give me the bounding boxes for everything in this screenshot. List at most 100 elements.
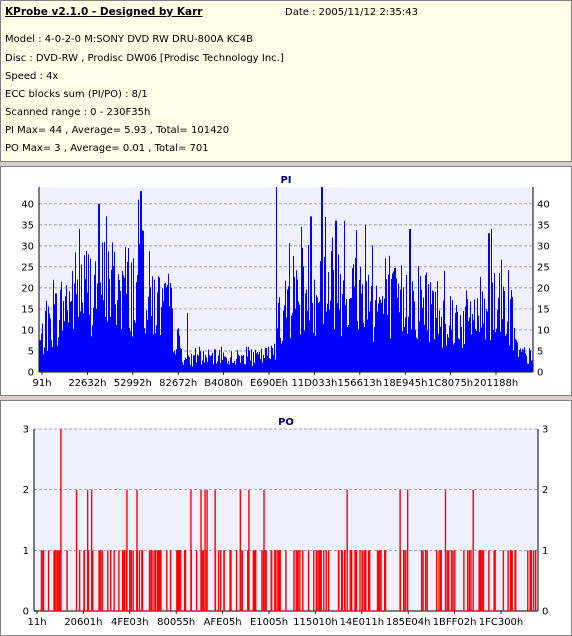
pi-bar bbox=[277, 328, 278, 372]
po-bar bbox=[229, 550, 231, 611]
pi-bar bbox=[278, 302, 279, 372]
po-bar bbox=[136, 489, 138, 611]
x-tick-label: 4FE03h bbox=[111, 617, 149, 628]
po-bar bbox=[511, 550, 513, 611]
pi-bar bbox=[471, 334, 472, 372]
pi-bar bbox=[326, 311, 327, 372]
po-bar bbox=[527, 550, 529, 611]
po-bar bbox=[235, 550, 238, 611]
po-bar bbox=[534, 550, 537, 611]
pi-bar bbox=[287, 289, 288, 372]
pi-bar bbox=[167, 284, 168, 372]
pi-bar bbox=[477, 298, 478, 372]
po-bar bbox=[265, 550, 267, 611]
pi-bar bbox=[421, 289, 422, 372]
pi-bar bbox=[444, 270, 445, 372]
pi-bar bbox=[419, 321, 420, 372]
info-speed: Speed : 4x bbox=[5, 71, 59, 82]
pi-bar bbox=[445, 324, 446, 372]
pi-bar bbox=[135, 322, 136, 372]
pi-bar bbox=[415, 330, 416, 372]
po-bar bbox=[230, 550, 232, 611]
pi-bar bbox=[377, 311, 378, 372]
pi-bar bbox=[467, 299, 468, 372]
pi-bar bbox=[336, 220, 337, 372]
pi-bar bbox=[130, 331, 131, 372]
po-bar bbox=[275, 550, 277, 611]
po-bar bbox=[202, 550, 205, 611]
pi-bar bbox=[123, 275, 124, 372]
pi-bar bbox=[254, 362, 255, 372]
po-bar bbox=[206, 489, 208, 611]
pi-bar bbox=[293, 255, 294, 372]
pi-bar bbox=[442, 347, 443, 372]
po-bar bbox=[253, 550, 256, 611]
po-bar bbox=[277, 550, 279, 611]
po-bar bbox=[56, 550, 59, 611]
pi-bar bbox=[248, 346, 249, 372]
pi-bar bbox=[362, 284, 363, 372]
pi-bar bbox=[87, 292, 88, 372]
po-bar bbox=[403, 550, 405, 611]
pi-bar bbox=[240, 362, 241, 372]
chart-title: PO bbox=[278, 417, 294, 428]
y-tick-label-left: 25 bbox=[21, 262, 34, 273]
chart-title: PI bbox=[280, 175, 291, 186]
pi-bar bbox=[226, 357, 227, 372]
pi-bar bbox=[281, 343, 282, 372]
x-tick-label: 20601h bbox=[64, 617, 102, 628]
pi-bar bbox=[124, 277, 125, 372]
pi-bar bbox=[52, 347, 53, 372]
po-bar bbox=[509, 550, 512, 611]
pi-bar bbox=[203, 351, 204, 372]
pi-bar bbox=[355, 258, 356, 372]
pi-bar bbox=[441, 316, 442, 372]
pi-bar bbox=[323, 324, 324, 372]
pi-bar bbox=[494, 273, 495, 372]
po-bar bbox=[53, 550, 56, 611]
pi-bar bbox=[320, 261, 321, 372]
pi-bar bbox=[348, 325, 349, 372]
x-tick-label: 201188h bbox=[474, 378, 519, 389]
po-bar bbox=[507, 550, 509, 611]
pi-bar bbox=[53, 279, 54, 372]
pi-bar bbox=[285, 280, 286, 372]
pi-bar bbox=[50, 318, 51, 372]
pi-bar bbox=[86, 250, 87, 372]
pi-bar bbox=[84, 255, 85, 372]
po-bar bbox=[470, 550, 472, 611]
pi-bar bbox=[260, 359, 261, 372]
pi-bar bbox=[40, 340, 41, 372]
pi-bar bbox=[111, 269, 112, 372]
pi-bar bbox=[346, 299, 347, 372]
po-bar bbox=[141, 550, 143, 611]
pi-bar bbox=[446, 345, 447, 372]
po-bar bbox=[101, 550, 104, 611]
pi-bar bbox=[155, 333, 156, 372]
pi-bar bbox=[126, 293, 127, 372]
pi-bar bbox=[464, 344, 465, 372]
pi-bar bbox=[42, 323, 43, 372]
pi-bar bbox=[46, 300, 47, 372]
pi-bar bbox=[353, 264, 354, 372]
pi-bar bbox=[413, 291, 414, 372]
pi-bar bbox=[388, 274, 389, 372]
pi-bar bbox=[469, 317, 470, 372]
info-ecc: ECC blocks sum (PI/PO) : 8/1 bbox=[5, 89, 148, 100]
po-bar bbox=[220, 550, 222, 611]
pi-series bbox=[39, 187, 533, 372]
po-bar bbox=[494, 550, 496, 611]
pi-bar bbox=[532, 360, 533, 372]
pi-bar bbox=[453, 344, 454, 372]
pi-bar bbox=[151, 316, 152, 372]
pi-bar bbox=[412, 281, 413, 372]
y-tick-label-left: 40 bbox=[21, 199, 34, 210]
pi-bar bbox=[463, 310, 464, 372]
pi-bar bbox=[143, 230, 144, 372]
po-bar bbox=[532, 550, 535, 611]
pi-bar bbox=[213, 364, 214, 372]
pi-bar bbox=[180, 347, 181, 372]
po-bar bbox=[190, 489, 192, 611]
po-bar bbox=[107, 550, 109, 611]
pi-bar bbox=[427, 330, 428, 372]
